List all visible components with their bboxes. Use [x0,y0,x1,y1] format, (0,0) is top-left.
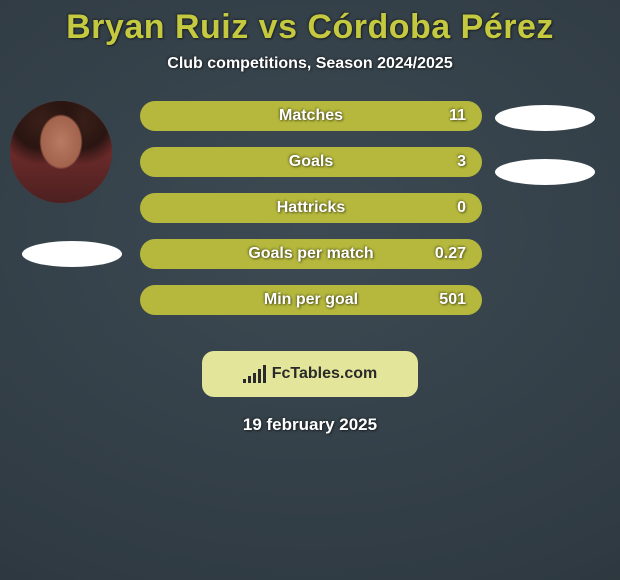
content-root: Bryan Ruiz vs Córdoba Pérez Club competi… [0,0,620,580]
brand-text: FcTables.com [272,365,378,383]
player-right-column [490,101,600,331]
page-subtitle: Club competitions, Season 2024/2025 [167,55,452,73]
stat-label: Goals [140,153,482,171]
avatar-placeholder-icon [10,101,112,203]
stat-bar: Goals3 [140,147,482,177]
player-left-platform [22,241,122,267]
stat-bar: Goals per match0.27 [140,239,482,269]
player-left-avatar [10,101,112,203]
comparison-stage: Matches11 Goals3 Hattricks0 Goals per match… [0,101,620,331]
stat-label: Min per goal [140,291,482,309]
brand-chart-bar [263,365,266,383]
stat-label: Hattricks [140,199,482,217]
brand-chart-bar [258,369,261,383]
stat-bar: Min per goal501 [140,285,482,315]
brand-chart-bar [248,376,251,383]
brand-pill: FcTables.com [202,351,418,397]
stat-label: Matches [140,107,482,125]
stat-bar: Hattricks0 [140,193,482,223]
brand-chart-bar [253,373,256,383]
player-right-platform [495,159,595,185]
brand-chart-bar [243,379,246,383]
footer-date: 19 february 2025 [243,415,377,435]
stat-label: Goals per match [140,245,482,263]
stats-bars: Matches11 Goals3 Hattricks0 Goals per match… [140,101,482,331]
player-right-platform [495,105,595,131]
brand-chart-icon [243,365,266,383]
page-title: Bryan Ruiz vs Córdoba Pérez [66,8,554,47]
stat-bar: Matches11 [140,101,482,131]
